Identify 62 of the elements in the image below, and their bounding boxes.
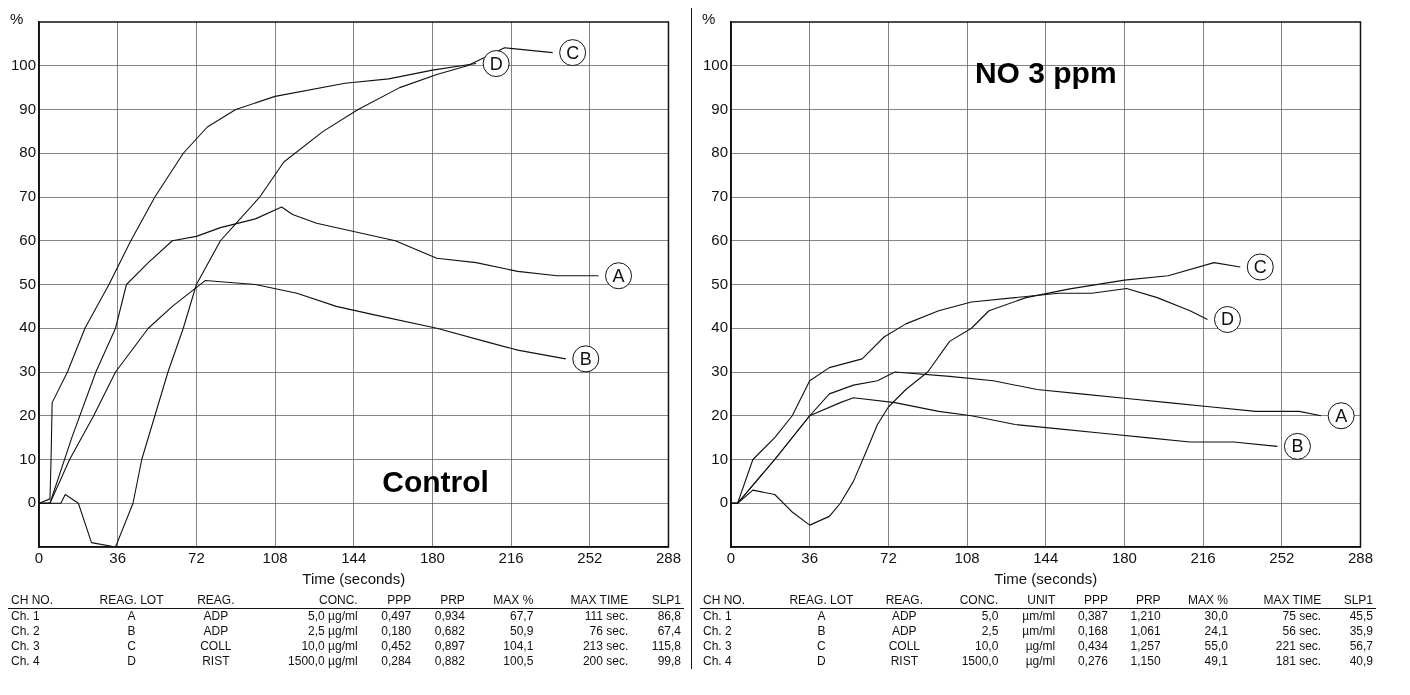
y-tick-label: 50 bbox=[711, 274, 729, 292]
series-label: B bbox=[579, 348, 592, 369]
series-label: A bbox=[612, 265, 625, 286]
text: Ch. 3 C COLL 10,0 µg/ml 0,434 1,257 55,0 221 sec. 56,7 bbox=[703, 639, 1373, 653]
series-label: A bbox=[1335, 405, 1348, 426]
y-tick-label: 70 bbox=[711, 187, 729, 205]
x-tick-label: 252 bbox=[1269, 549, 1295, 567]
x-tick-label: 36 bbox=[109, 549, 127, 567]
x-tick-label: 36 bbox=[801, 549, 819, 567]
y-tick-label: 100 bbox=[11, 55, 37, 73]
y-axis-title: % bbox=[702, 10, 716, 28]
y-tick-label: 30 bbox=[711, 362, 729, 380]
series-label: D bbox=[1220, 309, 1234, 330]
y-tick-label: 80 bbox=[711, 143, 729, 161]
y-tick-label: 50 bbox=[19, 274, 37, 292]
series-label: D bbox=[489, 53, 503, 74]
y-tick-label: 10 bbox=[19, 449, 37, 467]
x-tick-label: 72 bbox=[880, 549, 897, 567]
y-tick-label: 70 bbox=[19, 187, 37, 205]
x-tick-label: 72 bbox=[188, 549, 205, 567]
x-tick-label: 216 bbox=[1190, 549, 1216, 567]
x-tick-label: 252 bbox=[577, 549, 603, 567]
x-tick-label: 180 bbox=[1111, 549, 1137, 567]
x-tick-label: 288 bbox=[1347, 549, 1373, 567]
text: Ch. 4 D RIST 1500,0 µg/ml 0,284 0,882 100,5 200 sec. 99,8 bbox=[11, 654, 681, 668]
text: Ch. 1 A ADP 5,0 µg/ml 0,497 0,934 67,7 111 sec. 86,8 bbox=[11, 609, 681, 623]
text: CH NO. REAG. LOT REAG. CONC. PPP PRP MAX % MAX TIME SLP1 bbox=[11, 593, 681, 607]
x-tick-label: 180 bbox=[419, 549, 445, 567]
y-tick-label: 90 bbox=[19, 99, 37, 117]
x-tick-label: 144 bbox=[341, 549, 367, 567]
y-tick-label: 100 bbox=[703, 55, 729, 73]
text: Ch. 2 B ADP 2,5 µm/ml 0,168 1,061 24,1 56 sec. 35,9 bbox=[703, 624, 1373, 638]
y-axis-title: % bbox=[10, 10, 24, 28]
text: Ch. 4 D RIST 1500,0 µg/ml 0,276 1,150 49,1 181 sec. 40,9 bbox=[703, 654, 1373, 668]
y-tick-label: 40 bbox=[711, 318, 729, 336]
series-label: C bbox=[566, 42, 580, 63]
y-tick-label: 60 bbox=[711, 230, 729, 248]
y-tick-label: 10 bbox=[711, 449, 729, 467]
series-label: B bbox=[1291, 436, 1304, 457]
y-tick-label: 20 bbox=[711, 405, 729, 423]
x-axis-title: Time (seconds) bbox=[994, 570, 1098, 588]
text: Control bbox=[382, 465, 489, 499]
y-tick-label: 80 bbox=[19, 143, 37, 161]
y-tick-label: 0 bbox=[27, 493, 37, 511]
text: Ch. 1 A ADP 5,0 µm/ml 0,387 1,210 30,0 75 sec. 45,5 bbox=[703, 609, 1373, 623]
text: NO 3 ppm bbox=[974, 55, 1117, 89]
x-tick-label: 108 bbox=[262, 549, 288, 567]
text: CH NO. REAG. LOT REAG. CONC. UNIT PPP PRP MAX % MAX TIME SLP1 bbox=[703, 593, 1373, 607]
y-tick-label: 30 bbox=[19, 362, 37, 380]
y-tick-label: 0 bbox=[719, 493, 729, 511]
y-tick-label: 40 bbox=[19, 318, 37, 336]
x-tick-label: 288 bbox=[655, 549, 681, 567]
y-tick-label: 60 bbox=[19, 230, 37, 248]
y-tick-label: 20 bbox=[19, 405, 37, 423]
y-tick-label: 90 bbox=[711, 99, 729, 117]
text: Ch. 2 B ADP 2,5 µg/ml 0,180 0,682 50,9 76 sec. 67,4 bbox=[11, 624, 681, 638]
text: Ch. 3 C COLL 10,0 µg/ml 0,452 0,897 104,1 213 sec. 115,8 bbox=[11, 639, 681, 653]
series-label: C bbox=[1253, 256, 1267, 277]
x-axis-title: Time (seconds) bbox=[302, 570, 406, 588]
x-tick-label: 144 bbox=[1033, 549, 1059, 567]
x-tick-label: 216 bbox=[498, 549, 524, 567]
x-tick-label: 108 bbox=[954, 549, 980, 567]
